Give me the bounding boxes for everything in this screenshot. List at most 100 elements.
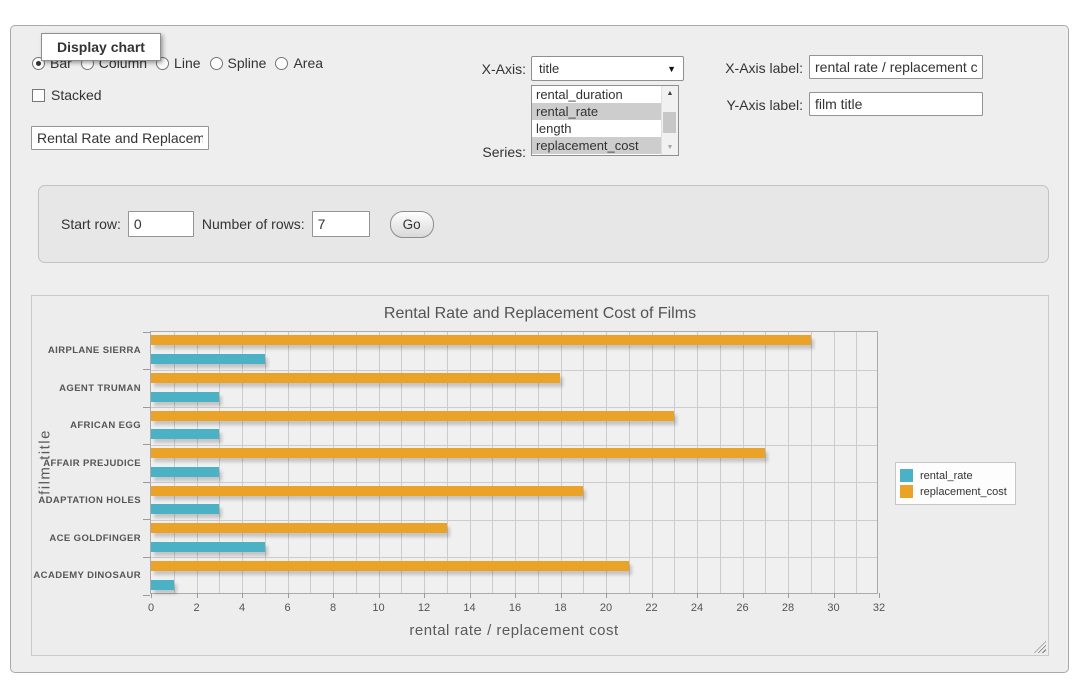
x-tick-label: 4 xyxy=(222,602,262,614)
chart-type-label-area[interactable]: Area xyxy=(293,55,323,71)
scroll-up-icon[interactable]: ▲ xyxy=(662,86,678,101)
gridline-vertical xyxy=(720,332,721,593)
gridline-vertical xyxy=(401,332,402,593)
y-axis-tick xyxy=(143,369,150,370)
x-axis-label-label: X-Axis label: xyxy=(711,60,803,76)
gridline-vertical xyxy=(743,332,744,593)
go-button[interactable]: Go xyxy=(390,211,434,238)
stacked-option[interactable]: Stacked xyxy=(32,87,102,103)
y-axis-tick xyxy=(143,407,150,408)
chart-type-option-line[interactable]: Line xyxy=(156,55,200,71)
gridline-horizontal xyxy=(151,557,877,558)
legend-swatch-replacement-cost xyxy=(900,485,913,498)
bar-replacement_cost xyxy=(151,411,674,421)
x-tick-label: 0 xyxy=(131,602,171,614)
x-axis-label-input[interactable] xyxy=(809,55,983,79)
bar-replacement_cost xyxy=(151,561,629,571)
x-axis-tick xyxy=(515,593,516,598)
series-multiselect[interactable]: rental_duration rental_rate length repla… xyxy=(531,85,679,156)
gridline-vertical xyxy=(242,332,243,593)
y-axis-tick xyxy=(143,482,150,483)
chart-type-option-spline[interactable]: Spline xyxy=(210,55,267,71)
gridline-vertical xyxy=(174,332,175,593)
gridline-vertical xyxy=(265,332,266,593)
gridline-vertical xyxy=(652,332,653,593)
gridline-vertical xyxy=(197,332,198,593)
x-axis-tick xyxy=(242,593,243,598)
bar-replacement_cost xyxy=(151,448,765,458)
legend-item-rental-rate: rental_rate xyxy=(900,469,1007,482)
series-option-length[interactable]: length xyxy=(532,120,661,137)
x-axis-selected-value: title xyxy=(539,61,559,76)
number-of-rows-label: Number of rows: xyxy=(202,216,305,232)
x-tick-label: 28 xyxy=(768,602,808,614)
stacked-checkbox[interactable] xyxy=(32,89,45,102)
x-tick-label: 14 xyxy=(450,602,490,614)
series-options: rental_duration rental_rate length repla… xyxy=(532,86,661,155)
y-axis-label-input[interactable] xyxy=(809,92,983,116)
bar-replacement_cost xyxy=(151,335,811,345)
chart-title: Rental Rate and Replacement Cost of Film… xyxy=(32,305,1048,323)
gridline-vertical xyxy=(834,332,835,593)
legend-label-rental-rate: rental_rate xyxy=(920,470,973,482)
gridline-vertical xyxy=(356,332,357,593)
gridline-vertical xyxy=(379,332,380,593)
x-axis-tick xyxy=(424,593,425,598)
x-axis-select-label: X-Axis: xyxy=(456,61,526,77)
gridline-vertical xyxy=(470,332,471,593)
x-tick-label: 6 xyxy=(268,602,308,614)
series-scrollbar[interactable]: ▲ ▼ xyxy=(661,86,678,155)
x-tick-label: 32 xyxy=(859,602,899,614)
series-select-label: Series: xyxy=(456,144,526,160)
chart-type-label-line[interactable]: Line xyxy=(174,55,200,71)
gridline-vertical xyxy=(310,332,311,593)
gridline-vertical xyxy=(288,332,289,593)
scrollbar-thumb[interactable] xyxy=(663,112,676,133)
scroll-down-icon[interactable]: ▼ xyxy=(662,140,678,155)
radio-icon-spline[interactable] xyxy=(210,57,223,70)
x-tick-label: 2 xyxy=(177,602,217,614)
x-axis-tick xyxy=(743,593,744,598)
row-range-panel: Start row: Number of rows: Go xyxy=(38,185,1049,263)
x-tick-label: 26 xyxy=(723,602,763,614)
bar-replacement_cost xyxy=(151,486,583,496)
legend-item-replacement-cost: replacement_cost xyxy=(900,485,1007,498)
gridline-horizontal xyxy=(151,370,877,371)
x-axis-tick xyxy=(879,593,880,598)
x-axis-title: rental rate / replacement cost xyxy=(150,622,878,639)
resize-grip-icon[interactable] xyxy=(1034,641,1046,653)
category-label: ACADEMY DINOSAUR xyxy=(19,557,141,595)
x-tick-label: 18 xyxy=(541,602,581,614)
gridline-vertical xyxy=(333,332,334,593)
fieldset-legend: Display chart xyxy=(41,33,161,61)
category-label: AGENT TRUMAN xyxy=(19,370,141,408)
start-row-label: Start row: xyxy=(61,216,121,232)
gridline-vertical xyxy=(629,332,630,593)
x-tick-label: 22 xyxy=(632,602,672,614)
series-option-replacement-cost[interactable]: replacement_cost xyxy=(532,137,661,154)
chart-type-label-spline[interactable]: Spline xyxy=(228,55,267,71)
bar-rental_rate xyxy=(151,354,265,364)
y-axis-tick xyxy=(143,332,150,333)
x-axis-select[interactable]: title ▼ xyxy=(531,56,684,81)
gridline-vertical xyxy=(856,332,857,593)
chart-title-input[interactable] xyxy=(31,126,209,150)
x-axis-tick xyxy=(697,593,698,598)
series-option-rental-duration[interactable]: rental_duration xyxy=(532,86,661,103)
number-of-rows-input[interactable] xyxy=(312,211,370,237)
gridline-vertical xyxy=(811,332,812,593)
category-label: AIRPLANE SIERRA xyxy=(19,332,141,370)
bar-replacement_cost xyxy=(151,373,560,383)
x-axis-tick xyxy=(834,593,835,598)
y-axis-title: film title xyxy=(37,429,54,495)
start-row-input[interactable] xyxy=(128,211,194,237)
radio-icon-area[interactable] xyxy=(275,57,288,70)
gridline-vertical xyxy=(219,332,220,593)
chart-container: Rental Rate and Replacement Cost of Film… xyxy=(31,295,1049,656)
series-option-rental-rate[interactable]: rental_rate xyxy=(532,103,661,120)
display-chart-fieldset: Display chart Bar Column Line Spline Are… xyxy=(10,25,1069,673)
chart-type-option-area[interactable]: Area xyxy=(275,55,323,71)
stacked-label[interactable]: Stacked xyxy=(51,87,102,103)
legend-swatch-rental-rate xyxy=(900,469,913,482)
gridline-vertical xyxy=(447,332,448,593)
